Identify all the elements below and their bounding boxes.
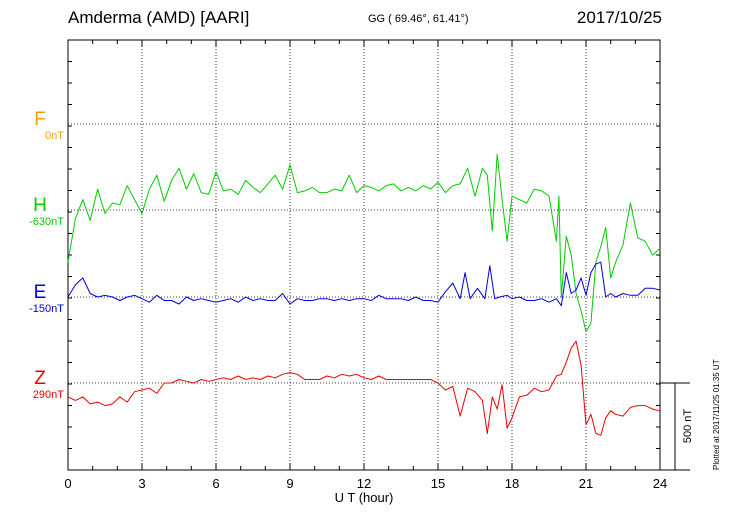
x-tick-label-21: 21: [579, 476, 593, 491]
x-tick-label-3: 3: [138, 476, 145, 491]
series-e-line: [67, 261, 661, 307]
x-axis-ticks: 0 3 6 9 12 15 18 21 24: [64, 39, 667, 491]
coordinates-label: GG ( 69.46°, 61.41°): [368, 13, 469, 25]
scale-bar-label: 500 nT: [682, 409, 694, 444]
component-h-baseline: -630nT: [29, 216, 64, 228]
series-z-line: [67, 340, 661, 436]
x-tick-label-12: 12: [357, 476, 371, 491]
component-f-letter: F: [34, 109, 46, 130]
series-h-line: [67, 153, 661, 333]
x-tick-label-18: 18: [505, 476, 519, 491]
x-tick-label-15: 15: [431, 476, 445, 491]
x-tick-label-0: 0: [64, 476, 71, 491]
station-title: Amderma (AMD) [AARI]: [68, 8, 250, 27]
component-f-label: F 0nT: [0, 109, 64, 143]
component-f-baseline: 0nT: [45, 130, 64, 142]
component-e-letter: E: [33, 282, 47, 303]
component-e-label: E -150nT: [0, 282, 64, 316]
series-group: [67, 153, 661, 436]
component-z-letter: Z: [34, 368, 46, 389]
component-z-baseline: 290nT: [32, 389, 64, 401]
x-axis-label: U T (hour): [335, 490, 394, 505]
x-tick-label-24: 24: [653, 476, 667, 491]
date-label: 2017/10/25: [576, 8, 662, 27]
component-e-baseline: -150nT: [29, 303, 64, 315]
component-h-label: H -630nT: [0, 195, 64, 229]
scale-bar: 500 nT: [660, 382, 694, 471]
component-z-label: Z 290nT: [0, 368, 64, 402]
x-tick-label-6: 6: [212, 476, 219, 491]
x-tick-label-9: 9: [286, 476, 293, 491]
component-h-letter: H: [33, 195, 47, 216]
plotted-timestamp: Plotted at 2017/11/25 01:35 UT: [712, 359, 721, 470]
